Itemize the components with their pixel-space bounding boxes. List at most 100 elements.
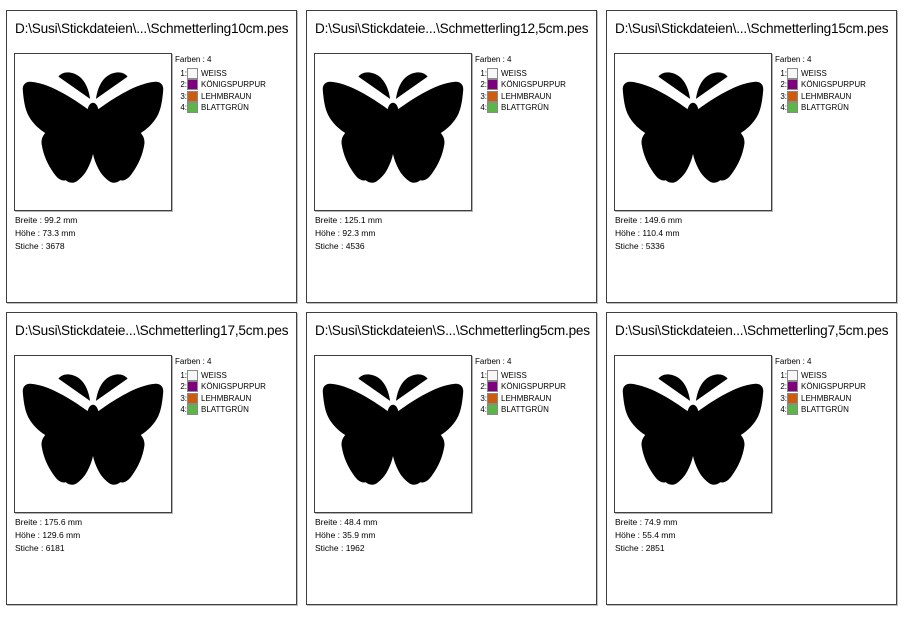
color-name-label: WEISS (201, 370, 227, 380)
stitch-count-stat: Stiche : 5336 (615, 241, 665, 251)
width-stat: Breite : 175.6 mm (15, 517, 83, 527)
butterfly-design (622, 72, 764, 183)
color-name-label: KÖNIGSPURPUR (501, 80, 566, 89)
stitch-count-stat: Stiche : 2851 (615, 543, 665, 553)
color-legend-item: 2: KÖNIGSPURPUR (175, 79, 266, 90)
color-count-label: Farben : 4 (775, 55, 812, 64)
color-index-label: 3: (780, 91, 787, 101)
color-index-label: 1: (480, 370, 487, 380)
color-legend-rows: 1: WEISS 2: KÖNIGSPURPUR 3: LEHMBRAUN 4:… (475, 369, 566, 415)
color-legend-item: 1: WEISS (175, 369, 266, 381)
color-index-label: 1: (780, 370, 787, 380)
color-legend-item: 2: KÖNIGSPURPUR (475, 381, 566, 392)
color-legend-item: 1: WEISS (775, 67, 866, 79)
butterfly-design (22, 72, 164, 183)
design-card: D:\Susi\Stickdateien\...\Schmetterling15… (606, 10, 897, 303)
color-legend-item: 1: WEISS (475, 369, 566, 381)
design-preview (14, 355, 172, 513)
color-legend: Farben : 4 1: WEISS 2: KÖNIGSPURPUR 3: L… (775, 357, 866, 416)
color-index-label: 2: (480, 382, 487, 391)
color-legend-item: 1: WEISS (775, 369, 866, 381)
color-name-label: WEISS (801, 68, 827, 78)
color-swatch-icon (187, 79, 198, 90)
file-path-title: D:\Susi\Stickdateie...\Schmetterling17,5… (15, 323, 289, 338)
color-index-label: 3: (480, 393, 487, 403)
color-name-label: BLATTGRÜN (201, 405, 249, 414)
width-stat: Breite : 74.9 mm (615, 517, 678, 527)
design-card: D:\Susi\Stickdateien\...\Schmetterling10… (6, 10, 297, 303)
file-path-title: D:\Susi\Stickdateie...\Schmetterling12,5… (315, 21, 589, 36)
color-swatch-icon (787, 79, 798, 90)
color-legend-rows: 1: WEISS 2: KÖNIGSPURPUR 3: LEHMBRAUN 4:… (175, 369, 266, 415)
color-legend-rows: 1: WEISS 2: KÖNIGSPURPUR 3: LEHMBRAUN 4:… (175, 67, 266, 113)
color-swatch-icon (787, 392, 798, 404)
color-legend-item: 4: BLATTGRÜN (175, 102, 266, 113)
color-swatch-icon (487, 102, 498, 113)
color-legend-rows: 1: WEISS 2: KÖNIGSPURPUR 3: LEHMBRAUN 4:… (775, 67, 866, 113)
color-legend-item: 1: WEISS (475, 67, 566, 79)
width-stat: Breite : 149.6 mm (615, 215, 683, 225)
color-legend-item: 2: KÖNIGSPURPUR (475, 79, 566, 90)
height-stat: Höhe : 110.4 mm (615, 228, 680, 238)
color-name-label: KÖNIGSPURPUR (201, 80, 266, 89)
design-preview (614, 53, 772, 211)
color-legend-item: 4: BLATTGRÜN (175, 404, 266, 415)
color-swatch-icon (787, 369, 798, 381)
design-stats: Breite : 175.6 mm Höhe : 129.6 mm Stiche… (15, 516, 82, 555)
color-swatch-icon (487, 67, 498, 79)
color-legend-item: 3: LEHMBRAUN (175, 392, 266, 404)
color-index-label: 2: (180, 382, 187, 391)
width-stat: Breite : 99.2 mm (15, 215, 78, 225)
design-stats: Breite : 149.6 mm Höhe : 110.4 mm Stiche… (615, 214, 682, 253)
color-index-label: 3: (480, 91, 487, 101)
color-swatch-icon (187, 90, 198, 102)
color-index-label: 1: (480, 68, 487, 78)
file-path-title: D:\Susi\Stickdateien\...\Schmetterling10… (15, 21, 289, 36)
color-index-label: 2: (180, 80, 187, 89)
color-name-label: WEISS (501, 68, 527, 78)
height-stat: Höhe : 55.4 mm (615, 530, 676, 540)
color-legend-item: 3: LEHMBRAUN (475, 90, 566, 102)
design-preview (314, 53, 472, 211)
color-name-label: WEISS (501, 370, 527, 380)
color-name-label: KÖNIGSPURPUR (201, 382, 266, 391)
color-swatch-icon (187, 67, 198, 79)
design-stats: Breite : 125.1 mm Höhe : 92.3 mm Stiche … (315, 214, 382, 253)
color-name-label: LEHMBRAUN (201, 91, 252, 101)
color-swatch-icon (487, 90, 498, 102)
height-stat: Höhe : 73.3 mm (15, 228, 76, 238)
color-swatch-icon (787, 404, 798, 415)
color-name-label: BLATTGRÜN (501, 103, 549, 112)
color-legend: Farben : 4 1: WEISS 2: KÖNIGSPURPUR 3: L… (475, 55, 566, 114)
color-count-label: Farben : 4 (775, 357, 812, 366)
color-name-label: BLATTGRÜN (801, 103, 849, 112)
color-index-label: 2: (780, 80, 787, 89)
color-index-label: 1: (780, 68, 787, 78)
stitch-count-stat: Stiche : 3678 (15, 241, 65, 251)
color-name-label: LEHMBRAUN (801, 393, 852, 403)
color-index-label: 3: (180, 393, 187, 403)
file-path-title: D:\Susi\Stickdateien\S...\Schmetterling5… (315, 323, 590, 338)
width-stat: Breite : 125.1 mm (315, 215, 383, 225)
color-legend-item: 1: WEISS (175, 67, 266, 79)
design-overview-grid: D:\Susi\Stickdateien\...\Schmetterling10… (6, 10, 897, 605)
color-name-label: BLATTGRÜN (801, 405, 849, 414)
color-index-label: 4: (180, 103, 187, 112)
butterfly-design (322, 72, 464, 183)
design-card: D:\Susi\Stickdateie...\Schmetterling17,5… (6, 312, 297, 605)
stitch-count-stat: Stiche : 1962 (315, 543, 365, 553)
width-stat: Breite : 48.4 mm (315, 517, 378, 527)
color-swatch-icon (487, 392, 498, 404)
color-swatch-icon (187, 381, 198, 392)
color-index-label: 2: (780, 382, 787, 391)
design-preview (614, 355, 772, 513)
design-card: D:\Susi\Stickdateien\S...\Schmetterling5… (306, 312, 597, 605)
color-index-label: 4: (480, 405, 487, 414)
color-legend-item: 3: LEHMBRAUN (775, 392, 866, 404)
height-stat: Höhe : 129.6 mm (15, 530, 81, 540)
color-index-label: 4: (780, 405, 787, 414)
height-stat: Höhe : 35.9 mm (315, 530, 376, 540)
design-stats: Breite : 48.4 mm Höhe : 35.9 mm Stiche :… (315, 516, 377, 555)
color-legend-item: 4: BLATTGRÜN (775, 404, 866, 415)
design-stats: Breite : 99.2 mm Höhe : 73.3 mm Stiche :… (15, 214, 77, 253)
